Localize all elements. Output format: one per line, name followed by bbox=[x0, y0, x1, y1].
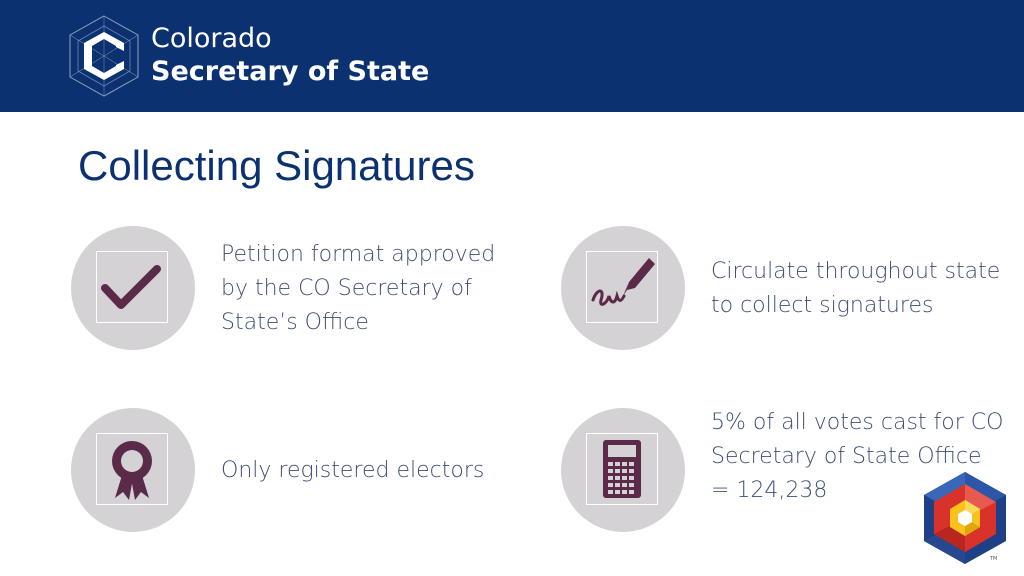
checkmark-icon-circle bbox=[71, 226, 195, 350]
pen-icon-circle bbox=[561, 226, 685, 350]
calculator-icon-circle bbox=[561, 408, 685, 532]
icon-frame bbox=[96, 251, 168, 323]
calculator-icon bbox=[603, 440, 641, 498]
award-ribbon-icon bbox=[112, 441, 152, 500]
page-title: Collecting Signatures bbox=[78, 142, 475, 189]
icon-frame bbox=[586, 251, 658, 323]
colorado-flag-logo-icon: TM bbox=[924, 472, 1006, 564]
brand-name-line2: Secretary of State bbox=[151, 56, 430, 87]
colorado-c-logo-icon bbox=[69, 15, 139, 97]
icon-frame bbox=[96, 433, 168, 505]
checkmark-icon bbox=[101, 265, 161, 309]
award-icon-circle bbox=[71, 408, 195, 532]
item-registered-electors: Only registered electors bbox=[221, 458, 485, 483]
item-petition-format: Petition format approved by the CO Secre… bbox=[221, 242, 496, 335]
item-vote-threshold: 5% of all votes cast for CO Secretary of… bbox=[711, 410, 1004, 503]
pen-signature-icon bbox=[591, 258, 655, 306]
header-bar: Colorado Secretary of State bbox=[0, 0, 1024, 112]
svg-text:TM: TM bbox=[989, 556, 997, 562]
icon-frame bbox=[586, 433, 658, 505]
item-circulate: Circulate throughout state to collect si… bbox=[711, 259, 1001, 318]
brand-name-line1: Colorado bbox=[151, 23, 272, 54]
